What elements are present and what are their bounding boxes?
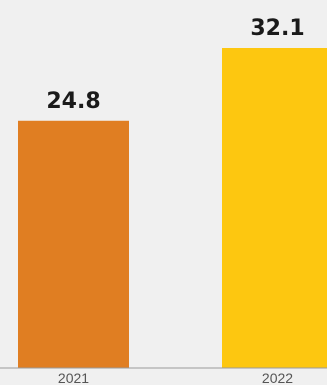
x-tick-label-2022: 2022	[262, 370, 293, 385]
bar-2021	[18, 120, 129, 368]
value-label-2021: 24.8	[46, 89, 100, 114]
x-tick-label-2021: 2021	[58, 370, 89, 385]
bar-2022	[222, 48, 327, 368]
labels-layer: 24.8 2021 32.1 2022	[46, 16, 304, 385]
value-label-2022: 32.1	[250, 16, 304, 41]
bars-layer	[18, 48, 327, 368]
